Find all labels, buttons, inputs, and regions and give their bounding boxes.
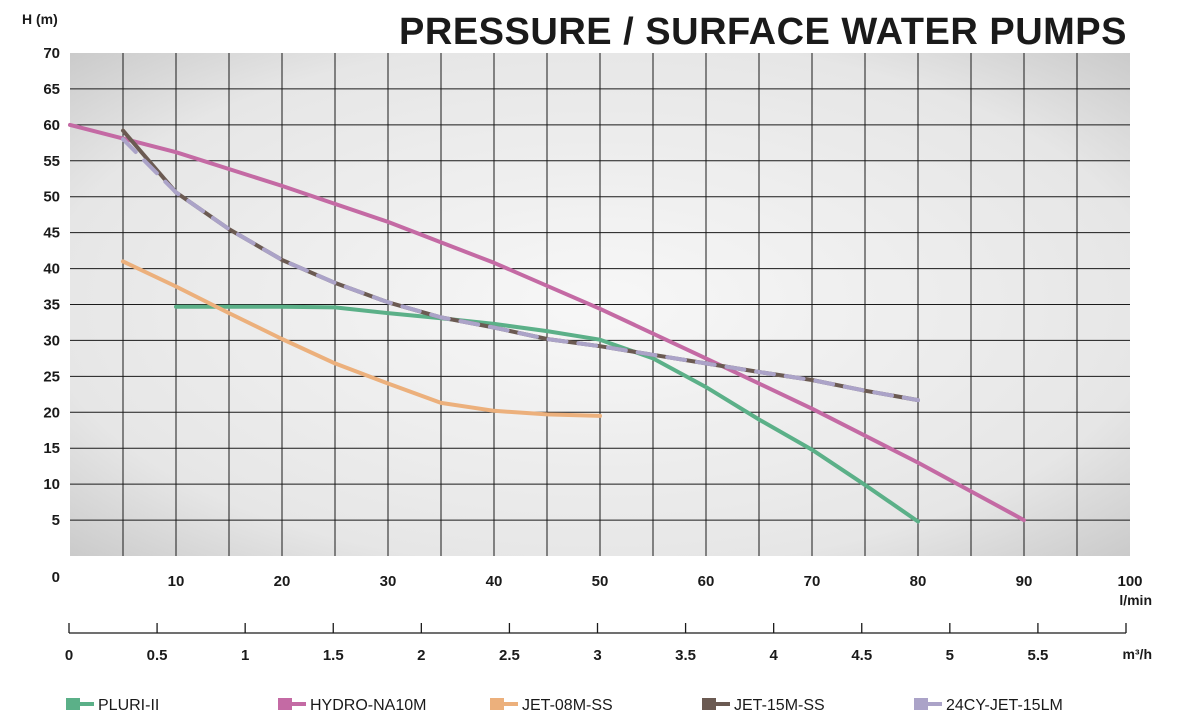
legend: PLURI-II HYDRO-NA10M JET-08M-SS JET-15M-SS 2… [66, 697, 1063, 714]
series-line [174, 304, 920, 524]
legend-swatch-tail [292, 702, 306, 706]
secondary-tick-label: 5.5 [1027, 647, 1048, 664]
legend-swatch [66, 698, 80, 710]
series-lines [68, 122, 1026, 524]
y-tick-label: 20 [43, 404, 60, 421]
x-tick-label: 40 [486, 573, 503, 590]
y-tick-label: 5 [52, 512, 60, 529]
y-tick-label: 15 [43, 440, 60, 457]
x-tick-labels: 10 20 30 40 50 60 70 80 90 100 [168, 573, 1143, 590]
secondary-tick-label: 1 [241, 647, 249, 664]
series-line [68, 122, 1026, 523]
legend-label: 24CY-JET-15LM [946, 697, 1063, 714]
legend-swatch-tail [504, 702, 518, 706]
y-tick-labels: 0 5 10 15 20 25 30 35 40 45 50 55 60 65 70 [43, 45, 60, 586]
grid [70, 53, 1130, 556]
secondary-tick-label: 0.5 [147, 647, 168, 664]
x-tick-label: 30 [380, 573, 397, 590]
series-line [121, 259, 602, 418]
x-tick-label: 20 [274, 573, 291, 590]
y-tick-label: 40 [43, 261, 60, 278]
secondary-tick-label: 2.5 [499, 647, 520, 664]
legend-label: HYDRO-NA10M [310, 697, 426, 714]
secondary-tick-label: 4.5 [851, 647, 872, 664]
legend-swatch [490, 698, 504, 710]
x-tick-label: 100 [1117, 573, 1142, 590]
legend-label: JET-08M-SS [522, 697, 613, 714]
y-tick-label: 0 [52, 569, 60, 586]
x-axis-label: l/min [1119, 592, 1152, 608]
y-tick-label: 30 [43, 332, 60, 349]
y-tick-label: 50 [43, 189, 60, 206]
legend-swatch [914, 698, 928, 710]
secondary-x-axis: 0 0.5 1 1.5 2 2.5 3 3.5 4 4.5 5 5.5 [65, 623, 1127, 664]
x-tick-label: 10 [168, 573, 185, 590]
x-tick-label: 60 [698, 573, 715, 590]
y-axis-label: H (m) [22, 11, 58, 27]
legend-swatch [702, 698, 716, 710]
secondary-tick-label: 1.5 [323, 647, 344, 664]
series-line [121, 137, 920, 403]
legend-swatch-tail [716, 702, 730, 706]
secondary-tick-label: 4 [769, 647, 778, 664]
y-tick-label: 10 [43, 476, 60, 493]
y-tick-label: 35 [43, 297, 60, 314]
legend-swatch-tail [80, 702, 94, 706]
secondary-tick-label: 0 [65, 647, 73, 664]
y-tick-label: 70 [43, 45, 60, 62]
y-tick-label: 45 [43, 225, 60, 242]
y-tick-label: 25 [43, 368, 60, 385]
secondary-tick-label: 2 [417, 647, 425, 664]
legend-label: PLURI-II [98, 697, 159, 714]
x-tick-label: 50 [592, 573, 609, 590]
secondary-tick-label: 3.5 [675, 647, 696, 664]
legend-swatch-tail [928, 702, 942, 706]
legend-swatch [278, 698, 292, 710]
legend-label: JET-15M-SS [734, 697, 825, 714]
x-tick-label: 90 [1016, 573, 1033, 590]
x-tick-label: 70 [804, 573, 821, 590]
secondary-x-axis-label: m³/h [1122, 646, 1152, 662]
secondary-tick-label: 5 [946, 647, 954, 664]
y-tick-label: 55 [43, 153, 60, 170]
chart-title: PRESSURE / SURFACE WATER PUMPS [399, 11, 1127, 53]
y-tick-label: 60 [43, 117, 60, 134]
secondary-tick-label: 3 [593, 647, 601, 664]
x-tick-label: 80 [910, 573, 927, 590]
y-tick-label: 65 [43, 81, 60, 98]
